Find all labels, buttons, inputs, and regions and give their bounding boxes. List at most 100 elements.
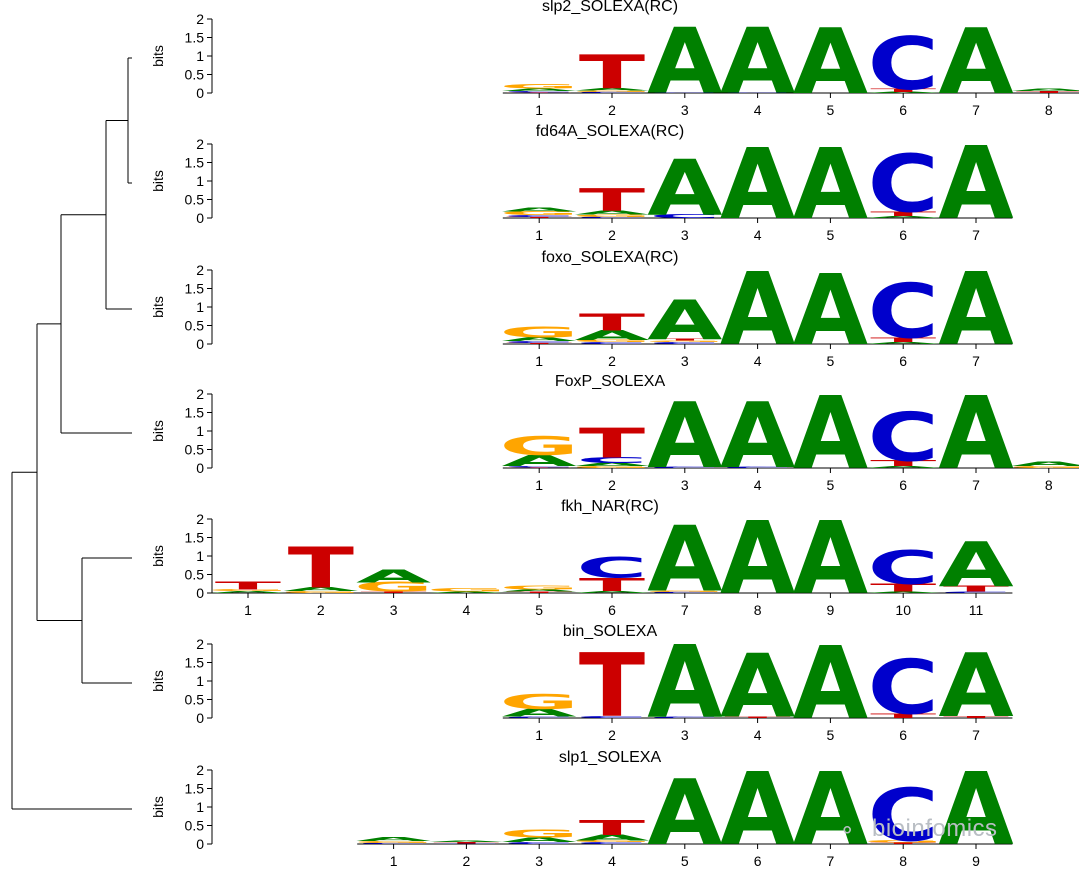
position-label: 8 [1045,477,1053,493]
logo-letter-A: A [574,833,649,842]
position-label: 9 [827,602,835,618]
position-label: 4 [608,853,616,869]
logo-letter-C: C [576,456,647,465]
y-tick-label: 0.5 [185,318,205,334]
logo-letter-C: C [649,342,720,345]
position-label: 3 [681,477,689,493]
logo-letter-A: A [574,88,649,92]
y-tick-label: 0 [196,710,204,726]
logo-letter-A: A [647,143,722,233]
position-label: 2 [317,602,325,618]
position-label: 11 [969,602,984,618]
logo-letter-A: A [502,88,577,92]
logo-letter-A: A [647,384,722,489]
y-tick-label: 2 [196,262,204,278]
logo-letter-T: T [870,337,936,344]
motif-title: fkh_NAR(RC) [561,498,659,515]
position-label: 6 [899,227,907,243]
position-label: 10 [895,602,911,618]
logo-letter-C: C [576,716,647,719]
logo-letter-A: A [938,10,1013,115]
logo-letter-A: A [210,591,285,594]
position-label: 1 [390,853,398,869]
position-label: 7 [972,727,980,743]
logo-letter-A: A [502,336,577,342]
y-tick-label: 2 [196,636,204,652]
logo-letter-C: C [504,90,575,92]
y-tick-label: 2 [196,386,204,402]
y-tick-label: 1 [196,673,204,689]
position-label: 3 [681,227,689,243]
y-tick-label: 0.5 [185,67,205,83]
position-label: 5 [827,727,835,743]
logo-letter-A: A [502,589,577,593]
y-tick-label: 1.5 [185,281,205,297]
position-label: 6 [754,853,762,869]
logo-letter-A: A [938,752,1013,869]
logo-letter-T: T [870,712,936,719]
position-label: 7 [681,602,689,618]
logo-letter-T: T [288,535,354,601]
logo-letter-A: A [647,508,722,613]
y-tick-label: 0.5 [185,192,205,208]
logo-letter-A: A [574,210,649,216]
logo-letter-C: C [576,217,647,219]
position-label: 2 [608,727,616,743]
motif-title: bin_SOLEXA [563,623,658,640]
y-tick-label: 1 [196,548,204,564]
logo-letter-A: A [938,635,1013,737]
logo-letter-G: G [354,580,434,595]
logo-letter-A: A [720,128,795,241]
logo-letter-G: G [1009,466,1079,469]
logo-letter-G: G [572,214,652,218]
logo-letter-C: C [868,646,939,732]
logo-letter-G: G [499,210,579,216]
logo-letter-A: A [720,10,795,115]
position-label: 4 [754,102,762,118]
logo-letter-G: G [572,466,652,469]
logo-letter-G: G [281,591,361,594]
logo-letter-A: A [938,252,1013,369]
logo-letter-A: A [793,626,868,743]
y-tick-label: 0 [196,836,204,852]
logo-letter-T: T [506,217,572,219]
position-label: 7 [972,227,980,243]
y-tick-label: 0 [196,585,204,601]
motif-title: slp1_SOLEXA [559,749,662,766]
logo-letter-A: A [793,10,868,115]
logo-letter-T: T [506,467,572,468]
position-label: 4 [754,477,762,493]
logo-letter-C: C [649,467,720,469]
logo-letter-A: A [720,635,795,737]
position-label: 3 [390,602,398,618]
position-label: 6 [608,602,616,618]
logo-letter-A: A [429,840,504,842]
logo-letter-A: A [574,328,650,343]
logo-letter-T: T [943,584,1009,593]
logo-letter-C: C [649,92,720,93]
position-label: 7 [972,477,980,493]
y-axis-label: bits [150,420,166,442]
logo-letter-A: A [502,452,577,470]
position-label: 4 [463,602,471,618]
y-axis-label: bits [150,170,166,192]
logo-letter-C: C [576,552,647,585]
logo-letter-C: C [649,592,720,594]
logo-letter-C: C [504,842,575,845]
y-tick-label: 2 [196,762,204,778]
logo-letter-G: G [208,589,288,592]
logo-letter-T: T [361,591,427,593]
logo-letter-C: C [504,466,575,468]
position-label: 4 [754,227,762,243]
logo-letter-A: A [866,466,941,469]
motif-title: foxo_SOLEXA(RC) [542,249,679,266]
y-tick-label: 2 [196,511,204,527]
y-axis-label: bits [150,296,166,318]
position-label: 5 [681,853,689,869]
logo-letter-A: A [938,126,1013,243]
logo-letter-T: T [725,716,791,718]
logo-letter-A: A [356,836,431,842]
logo-letter-T: T [579,420,645,468]
y-tick-label: 2 [196,136,204,152]
